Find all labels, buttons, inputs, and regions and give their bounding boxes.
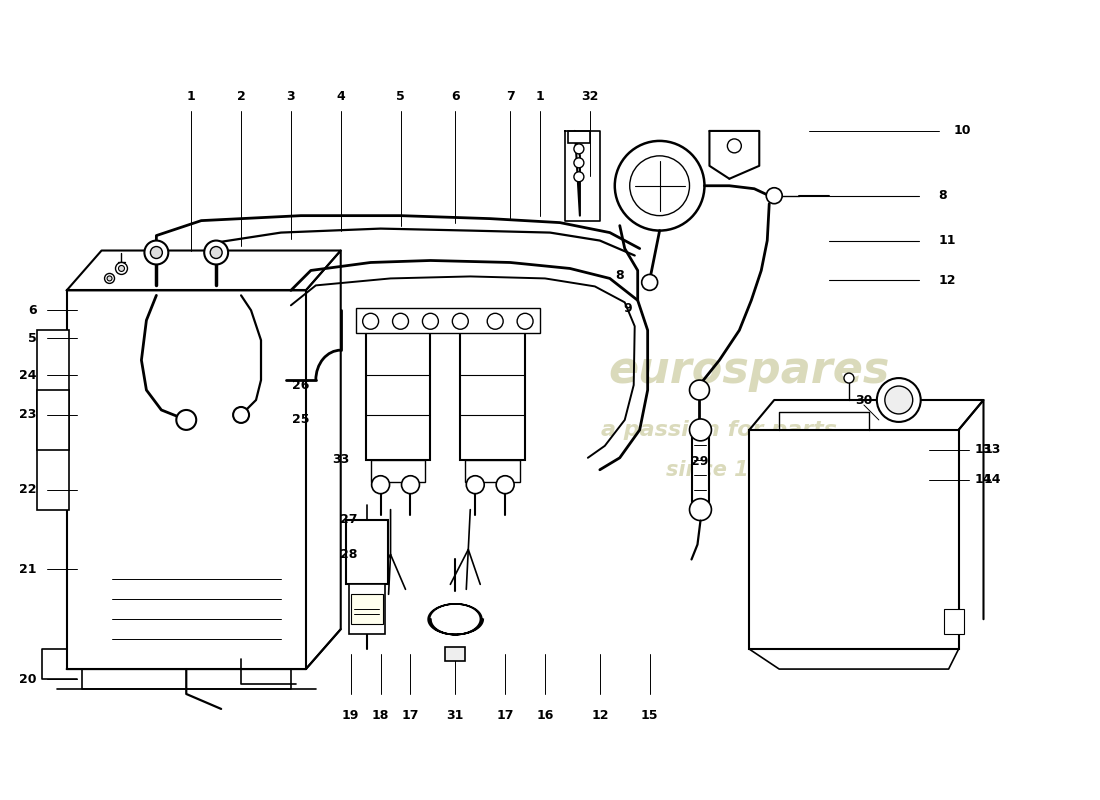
Text: 26: 26 bbox=[293, 378, 309, 391]
Circle shape bbox=[393, 314, 408, 330]
Text: eurospares: eurospares bbox=[608, 349, 890, 392]
Text: 11: 11 bbox=[938, 234, 956, 247]
Circle shape bbox=[466, 476, 484, 494]
Bar bbox=[36, 390, 68, 450]
Circle shape bbox=[422, 314, 439, 330]
Text: 24: 24 bbox=[20, 369, 36, 382]
Text: 9: 9 bbox=[624, 302, 632, 315]
Text: 16: 16 bbox=[537, 709, 553, 722]
Bar bbox=[345, 519, 387, 584]
Circle shape bbox=[487, 314, 503, 330]
Text: 33: 33 bbox=[332, 454, 350, 466]
Text: 2: 2 bbox=[236, 90, 245, 102]
Circle shape bbox=[210, 246, 222, 258]
Text: 1: 1 bbox=[536, 90, 544, 102]
Circle shape bbox=[844, 373, 854, 383]
Text: 27: 27 bbox=[340, 513, 358, 526]
Bar bbox=[446, 647, 465, 661]
Text: 22: 22 bbox=[20, 483, 36, 496]
Circle shape bbox=[877, 378, 921, 422]
Bar bbox=[460, 330, 525, 460]
Circle shape bbox=[690, 419, 712, 441]
Text: 10: 10 bbox=[954, 125, 971, 138]
Circle shape bbox=[641, 274, 658, 290]
Text: 6: 6 bbox=[451, 90, 460, 102]
Text: 23: 23 bbox=[20, 409, 36, 422]
Text: 12: 12 bbox=[591, 709, 608, 722]
Text: 5: 5 bbox=[28, 332, 36, 345]
Text: since 1985: since 1985 bbox=[667, 460, 792, 480]
Text: 30: 30 bbox=[855, 394, 872, 406]
Bar bbox=[351, 594, 383, 624]
Bar bbox=[749, 430, 958, 649]
Text: 4: 4 bbox=[337, 90, 345, 102]
Bar bbox=[355, 308, 540, 334]
Text: 25: 25 bbox=[293, 414, 309, 426]
Circle shape bbox=[690, 380, 710, 400]
Text: 8: 8 bbox=[938, 190, 947, 202]
Circle shape bbox=[144, 241, 168, 265]
Circle shape bbox=[452, 314, 469, 330]
Circle shape bbox=[363, 314, 378, 330]
Circle shape bbox=[205, 241, 228, 265]
Circle shape bbox=[629, 156, 690, 216]
Circle shape bbox=[107, 276, 112, 281]
Text: 6: 6 bbox=[29, 304, 36, 317]
Bar bbox=[36, 330, 68, 510]
Text: 14: 14 bbox=[983, 474, 1001, 486]
Bar bbox=[349, 584, 385, 634]
Text: 8: 8 bbox=[615, 269, 624, 282]
Circle shape bbox=[574, 158, 584, 168]
Bar bbox=[465, 310, 520, 332]
Bar bbox=[67, 290, 306, 669]
Text: 15: 15 bbox=[641, 709, 659, 722]
Text: 12: 12 bbox=[938, 274, 956, 287]
Text: 14: 14 bbox=[975, 474, 992, 486]
Bar bbox=[692, 430, 710, 510]
Bar bbox=[371, 460, 426, 482]
Text: 7: 7 bbox=[506, 90, 515, 102]
Circle shape bbox=[151, 246, 163, 258]
Circle shape bbox=[402, 476, 419, 494]
Text: 13: 13 bbox=[975, 443, 992, 456]
Text: 17: 17 bbox=[402, 709, 419, 722]
Text: 1: 1 bbox=[187, 90, 196, 102]
Bar bbox=[568, 131, 590, 143]
Text: 5: 5 bbox=[396, 90, 405, 102]
Text: a passion for parts: a passion for parts bbox=[602, 420, 837, 440]
Text: 17: 17 bbox=[496, 709, 514, 722]
Circle shape bbox=[119, 266, 124, 271]
Text: 19: 19 bbox=[342, 709, 360, 722]
Circle shape bbox=[574, 172, 584, 182]
Bar bbox=[465, 460, 520, 482]
Circle shape bbox=[574, 144, 584, 154]
Text: 18: 18 bbox=[372, 709, 389, 722]
Circle shape bbox=[690, 498, 712, 521]
Circle shape bbox=[104, 274, 114, 283]
Text: 29: 29 bbox=[691, 455, 708, 468]
Circle shape bbox=[176, 410, 196, 430]
Text: 21: 21 bbox=[20, 563, 36, 576]
Text: 13: 13 bbox=[983, 443, 1001, 456]
Circle shape bbox=[517, 314, 534, 330]
Circle shape bbox=[496, 476, 514, 494]
Text: 31: 31 bbox=[447, 709, 464, 722]
Text: 32: 32 bbox=[581, 90, 598, 102]
Text: 3: 3 bbox=[287, 90, 295, 102]
Circle shape bbox=[884, 386, 913, 414]
Bar bbox=[371, 310, 426, 332]
Circle shape bbox=[727, 139, 741, 153]
Text: 28: 28 bbox=[340, 548, 358, 561]
Circle shape bbox=[767, 188, 782, 204]
Bar bbox=[944, 610, 964, 634]
Bar bbox=[365, 330, 430, 460]
Text: 20: 20 bbox=[20, 673, 36, 686]
Circle shape bbox=[116, 262, 128, 274]
Circle shape bbox=[372, 476, 389, 494]
Circle shape bbox=[615, 141, 704, 230]
Circle shape bbox=[233, 407, 249, 423]
